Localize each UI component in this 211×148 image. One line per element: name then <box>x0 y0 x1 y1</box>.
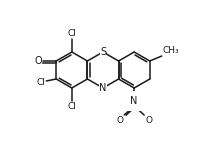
Text: Cl: Cl <box>67 29 76 38</box>
Text: S: S <box>100 47 106 57</box>
Text: O: O <box>35 56 42 66</box>
Text: N: N <box>130 96 138 106</box>
Text: Cl: Cl <box>67 102 76 111</box>
Text: CH₃: CH₃ <box>163 46 179 55</box>
Text: O: O <box>145 116 152 125</box>
Text: Cl: Cl <box>36 78 45 86</box>
Text: N: N <box>99 83 107 93</box>
Text: O: O <box>116 116 123 125</box>
